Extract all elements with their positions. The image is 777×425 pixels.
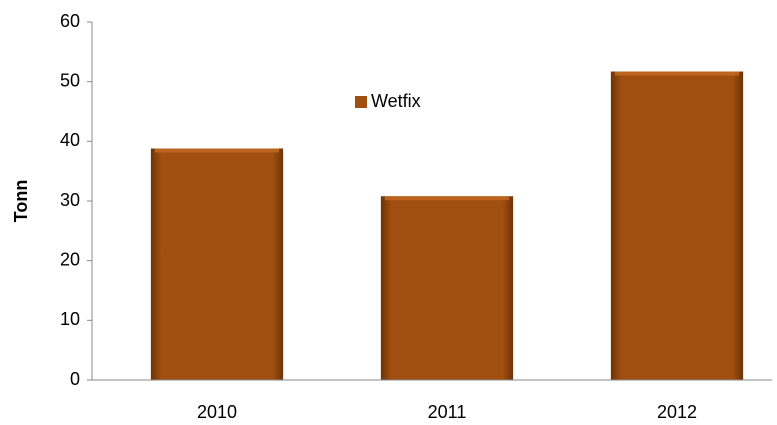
x-tick-label: 2011: [428, 402, 467, 422]
bar: [150, 148, 284, 380]
y-tick-label: 10: [60, 309, 80, 329]
y-tick-label: 0: [70, 369, 80, 389]
x-tick-label: 2010: [197, 402, 237, 422]
y-axis-label: Tonn: [11, 180, 31, 223]
legend-swatch: [355, 96, 367, 108]
y-tick-label: 40: [60, 130, 80, 150]
legend-label: Wetfix: [371, 91, 421, 111]
y-tick-label: 60: [60, 11, 80, 31]
x-tick-label: 2012: [657, 402, 697, 422]
y-tick-label: 20: [60, 249, 80, 269]
bar: [610, 71, 744, 381]
bar-bevel: [384, 196, 510, 201]
bar-bevel: [614, 71, 740, 76]
y-tick-label: 30: [60, 190, 80, 210]
bar-bevel: [154, 148, 280, 153]
y-tick-label: 50: [60, 70, 80, 90]
bar: [380, 196, 514, 380]
